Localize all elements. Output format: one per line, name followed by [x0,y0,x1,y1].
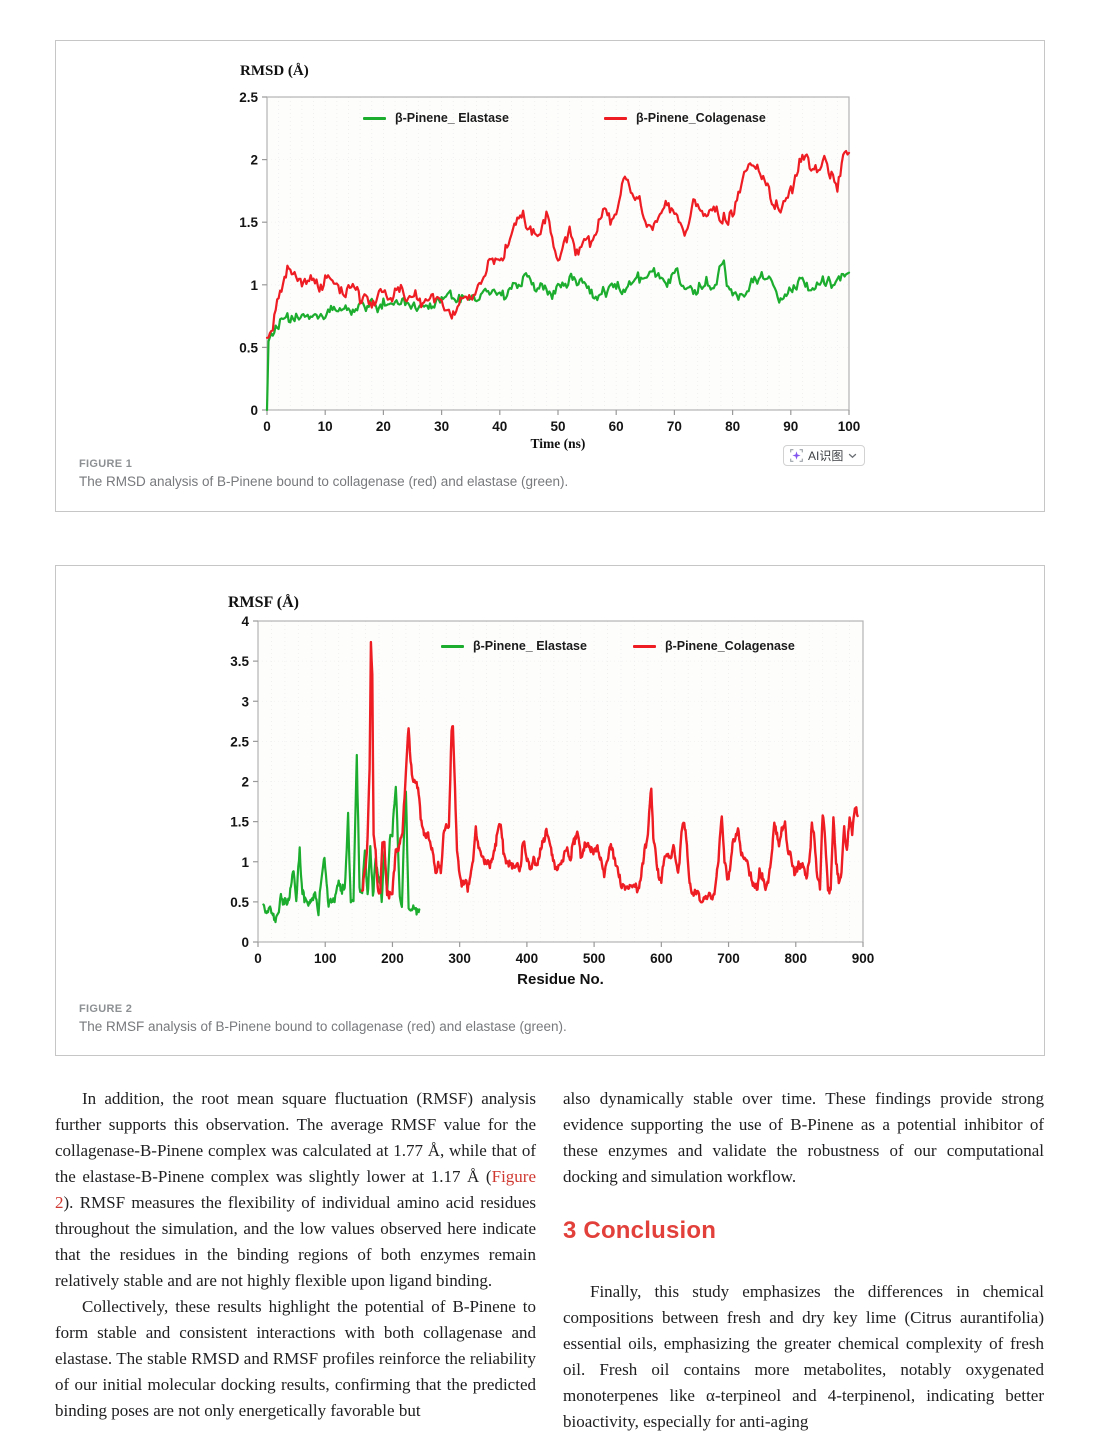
chevron-down-icon [848,453,857,459]
svg-text:1.5: 1.5 [230,815,249,830]
paragraph-rmsf-analysis: In addition, the root mean square fluctu… [55,1089,536,1290]
ai-recognize-label: AI识图 [808,448,844,463]
rmsd-axis-title: RMSD (Å) [240,63,309,79]
svg-text:0.5: 0.5 [230,895,249,910]
svg-text:1: 1 [250,278,258,293]
svg-text:60: 60 [609,419,624,434]
svg-text:1: 1 [241,855,249,870]
svg-text:0: 0 [254,951,262,966]
svg-text:2: 2 [250,153,258,168]
figure-2-caption-block: FIGURE 2 The RMSF analysis of B-Pinene b… [79,1003,567,1034]
sparkle-scan-icon [790,449,803,462]
svg-text:2.5: 2.5 [230,734,249,749]
svg-text:0: 0 [250,403,258,418]
body-text-columns: In addition, the root mean square fluctu… [55,1086,1045,1435]
figure-1-caption: The RMSD analysis of B-Pinene bound to c… [79,474,569,489]
svg-text:200: 200 [381,951,404,966]
figure-2-link[interactable]: Figure 2 [55,1167,536,1212]
svg-text:3.5: 3.5 [230,654,249,669]
figure-1-card: RMSD (Å) 0 0.5 1 1.5 2 2.5 0 10 20 30 40 50 60 70 80 90… [55,40,1045,512]
svg-text:900: 900 [852,951,875,966]
svg-text:500: 500 [583,951,606,966]
svg-text:400: 400 [516,951,539,966]
figure-2-card: RMSF (Å) 0 0.5 1 1.5 2 2.5 3 3.5 4 0 100 200 300 400 5… [55,565,1045,1056]
svg-text:Residue No.: Residue No. [517,971,604,988]
svg-text:1.5: 1.5 [239,215,258,230]
rmsf-chart-svg: 0 0.5 1 1.5 2 2.5 3 3.5 4 0 100 200 300 400 500 600 700 8… [230,614,875,988]
paragraph-collectively: Collectively, these results highlight th… [55,1297,536,1420]
svg-text:20: 20 [376,419,391,434]
svg-text:300: 300 [448,951,471,966]
svg-text:2.5: 2.5 [239,90,258,105]
svg-text:100: 100 [838,419,861,434]
svg-text:10: 10 [318,419,333,434]
svg-text:100: 100 [314,951,337,966]
conclusion-heading: 3 Conclusion [563,1217,717,1244]
svg-text:Time (ns): Time (ns) [531,436,586,451]
svg-text:80: 80 [725,419,740,434]
rmsf-chart: 0 0.5 1 1.5 2 2.5 3 3.5 4 0 100 200 300 400 500 600 700 8… [211,614,883,993]
svg-text:2: 2 [241,775,249,790]
figure-1-caption-block: FIGURE 1 The RMSD analysis of B-Pinene b… [79,458,568,489]
figure-2-label: FIGURE 2 [79,1003,133,1015]
svg-text:30: 30 [434,419,449,434]
svg-text:0: 0 [241,935,249,950]
svg-text:40: 40 [492,419,507,434]
paragraph-dynamically-stable: also dynamically stable over time. These… [563,1089,1044,1186]
svg-text:3: 3 [241,694,249,709]
svg-text:800: 800 [785,951,808,966]
svg-text:90: 90 [783,419,798,434]
svg-text:4: 4 [241,616,249,629]
rmsf-axis-title: RMSF (Å) [228,594,299,611]
svg-text:700: 700 [717,951,740,966]
figure-2-caption: The RMSF analysis of B-Pinene bound to c… [79,1019,567,1034]
ai-recognize-button[interactable]: AI识图 [783,445,866,466]
left-column: In addition, the root mean square fluctu… [55,1086,536,1435]
paragraph-conclusion: Finally, this study emphasizes the diffe… [563,1282,1044,1431]
rmsd-chart-svg: 0 0.5 1 1.5 2 2.5 0 10 20 30 40 50 60 70 80 90 100 Time (… [239,90,861,451]
figure-1-label: FIGURE 1 [79,458,133,470]
svg-text:0.5: 0.5 [239,340,258,355]
svg-text:0: 0 [263,419,271,434]
svg-text:600: 600 [650,951,673,966]
svg-text:70: 70 [667,419,682,434]
right-column: also dynamically stable over time. These… [563,1086,1044,1435]
rmsd-chart: 0 0.5 1 1.5 2 2.5 0 10 20 30 40 50 60 70 80 90 100 Time (… [226,89,869,456]
svg-text:50: 50 [550,419,565,434]
